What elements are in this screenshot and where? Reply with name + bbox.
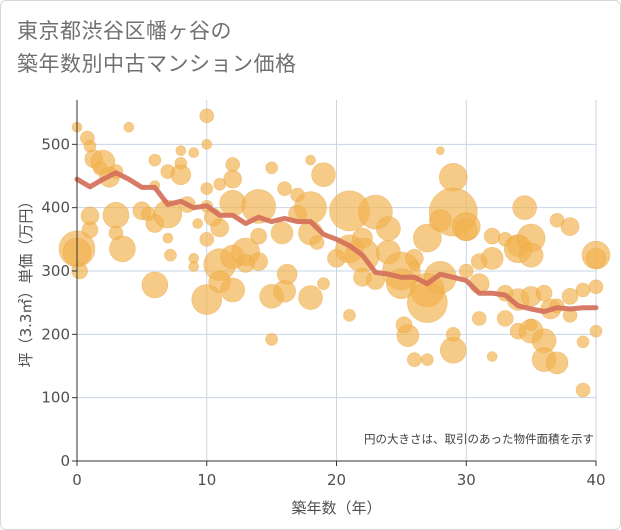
bubble-point	[395, 316, 413, 334]
bubble-point	[175, 145, 187, 156]
bubble-point	[188, 147, 200, 158]
bubble-point	[276, 263, 298, 285]
bubble-point	[438, 162, 468, 192]
bubble-point	[545, 351, 569, 375]
bubble-point	[588, 279, 604, 295]
bubble-point	[249, 252, 268, 271]
bubble-point	[575, 282, 591, 298]
bubble-point	[192, 218, 203, 229]
y-tick-label: 0	[60, 452, 70, 470]
bubble-layer	[58, 108, 611, 398]
bubble-point	[305, 154, 316, 166]
bubble-point	[123, 121, 135, 133]
y-tick-label: 200	[41, 325, 70, 343]
x-tick-label: 10	[197, 471, 216, 489]
chart-title: 東京都渋谷区幡ヶ谷の 築年数別中古マンション価格	[17, 15, 297, 81]
bubble-point	[200, 182, 214, 195]
bubble-size-note: 円の大きさは、取引のあった物件面積を示す	[364, 432, 594, 446]
bubble-point	[486, 351, 498, 362]
y-tick-label: 100	[41, 389, 70, 407]
bubble-point	[81, 221, 99, 239]
bubble-point	[188, 261, 200, 272]
bubble-point	[270, 221, 294, 245]
bubble-point	[343, 309, 356, 322]
bubble-point	[407, 352, 422, 367]
y-tick-labels: 0 100 200 300 400 500	[41, 135, 70, 470]
bubble-point	[191, 284, 223, 315]
bubble-point	[298, 285, 323, 310]
x-tick-label: 20	[327, 471, 346, 489]
y-axis-label: 坪（3.3㎡）単価（万円）	[17, 194, 35, 368]
bubble-point	[585, 248, 607, 269]
title-line-2: 築年数別中古マンション価格	[17, 52, 297, 76]
bubble-point	[421, 353, 434, 366]
bubble-point	[575, 382, 591, 398]
bubble-point	[250, 227, 267, 245]
bubble-point	[170, 164, 192, 186]
bubble-point	[201, 139, 213, 150]
bubble-point	[199, 108, 215, 124]
y-tick-label: 300	[41, 262, 70, 280]
bubble-point	[454, 218, 478, 242]
bubble-point	[102, 201, 130, 229]
average-price-line	[74, 170, 599, 314]
bubble-point	[148, 153, 162, 167]
bubble-point	[561, 288, 579, 305]
x-tick-label: 40	[586, 471, 605, 489]
axes	[72, 100, 597, 466]
bubble-point	[210, 218, 230, 238]
bubble-point	[317, 277, 330, 290]
bubble-point	[435, 146, 445, 155]
bubble-point	[241, 189, 276, 224]
bubble-point	[409, 260, 420, 272]
bubble-point	[71, 262, 88, 280]
bubble-point	[109, 235, 136, 263]
bubble-point	[164, 248, 177, 262]
x-tick-labels: 0 10 20 30 40	[72, 471, 605, 489]
bubble-point	[413, 223, 442, 253]
bubble-point	[311, 162, 336, 188]
bubble-point	[576, 335, 590, 349]
bubble-point	[265, 333, 278, 346]
bubble-point	[225, 157, 240, 172]
bubble-point	[458, 263, 474, 279]
x-axis-label: 築年数（年）	[291, 499, 381, 517]
bubble-point	[589, 324, 603, 338]
bubble-point	[153, 199, 183, 229]
bubble-point	[265, 161, 278, 175]
bubble-point	[471, 311, 487, 326]
bubble-point	[445, 327, 461, 342]
bubble-point	[199, 232, 215, 247]
bubble-point	[220, 277, 245, 303]
bubble-point	[496, 310, 514, 327]
bubble-point	[141, 271, 169, 299]
x-tick-label: 30	[457, 471, 476, 489]
bubble-point	[560, 217, 580, 236]
y-tick-label: 400	[41, 199, 70, 217]
bubble-point	[480, 247, 504, 270]
bubble-point	[162, 232, 174, 244]
bubble-point	[223, 169, 242, 189]
x-tick-label: 0	[72, 471, 82, 489]
bubble-point	[294, 191, 327, 224]
y-tick-label: 500	[41, 135, 70, 153]
bubble-point	[376, 216, 401, 241]
bubble-point	[483, 227, 501, 245]
bubble-point	[309, 235, 325, 250]
bubble-point	[512, 195, 537, 220]
bubble-point	[518, 242, 544, 268]
bubble-point	[277, 181, 292, 196]
title-line-1: 東京都渋谷区幡ヶ谷の	[17, 19, 232, 43]
